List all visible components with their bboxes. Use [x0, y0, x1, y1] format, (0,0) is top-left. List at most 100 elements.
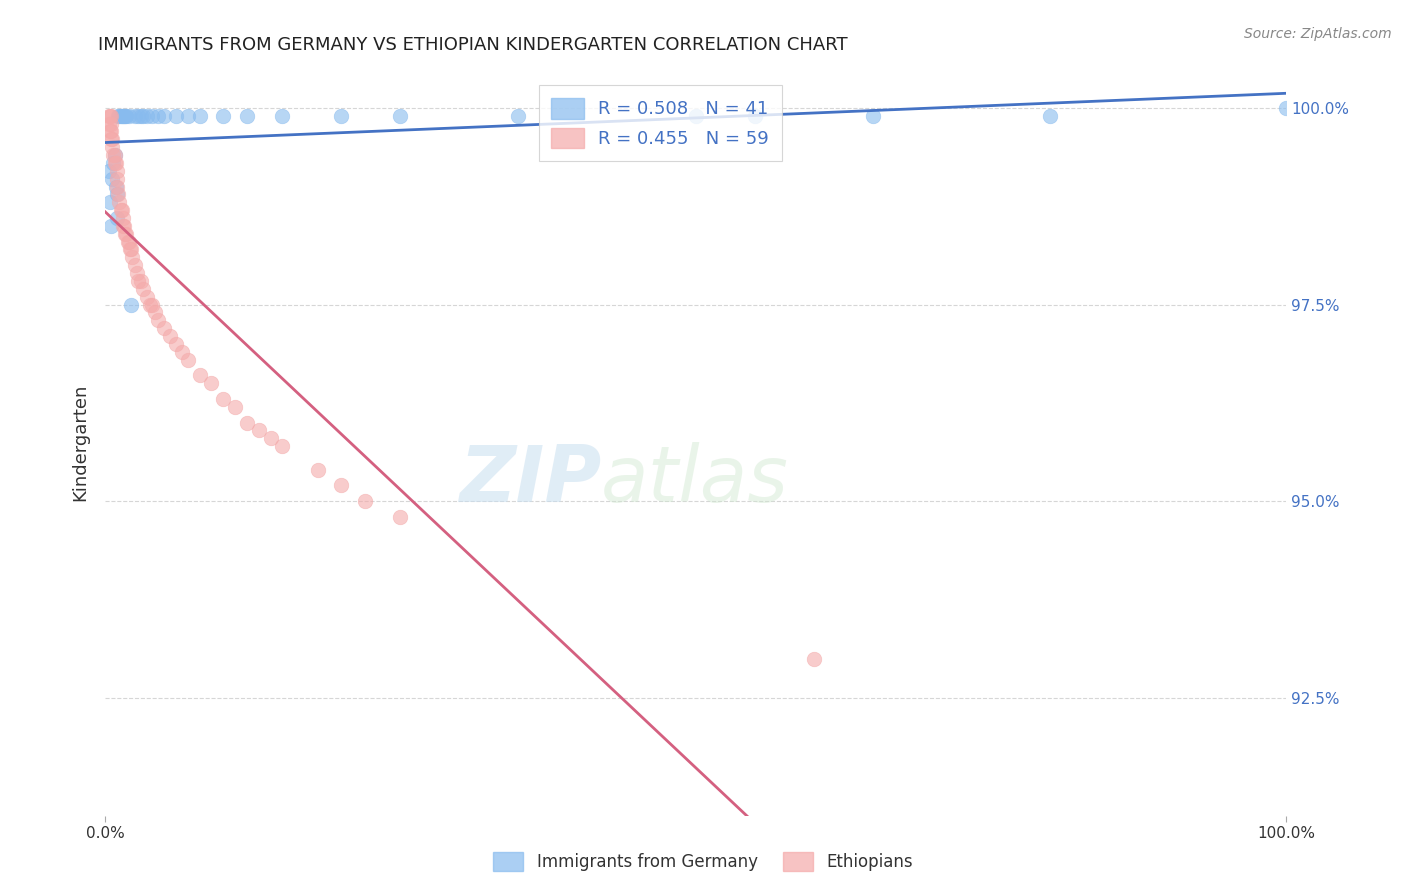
Point [104, 148, 127, 162]
Point [105, 179, 128, 194]
Point [148, 109, 170, 123]
Point [111, 109, 134, 123]
Point [100, 117, 122, 131]
Point [188, 368, 211, 383]
Point [105, 171, 128, 186]
Point [132, 109, 155, 123]
Legend: Immigrants from Germany, Ethiopians: Immigrants from Germany, Ethiopians [485, 843, 921, 880]
Point [148, 313, 170, 327]
Point [117, 235, 139, 249]
Point [101, 132, 124, 146]
Point [111, 219, 134, 233]
Point [354, 494, 377, 508]
Point [115, 109, 138, 123]
Point [108, 195, 131, 210]
Point [139, 297, 162, 311]
Point [212, 392, 235, 406]
Point [124, 258, 146, 272]
Point [271, 109, 294, 123]
Point [100, 124, 122, 138]
Point [111, 203, 134, 218]
Point [135, 109, 157, 123]
Point [141, 109, 163, 123]
Point [247, 424, 270, 438]
Text: atlas: atlas [602, 442, 789, 517]
Text: IMMIGRANTS FROM GERMANY VS ETHIOPIAN KINDERGARTEN CORRELATION CHART: IMMIGRANTS FROM GERMANY VS ETHIOPIAN KIN… [98, 36, 848, 54]
Point [104, 156, 127, 170]
Point [120, 297, 142, 311]
Point [177, 109, 200, 123]
Point [104, 148, 127, 162]
Point [165, 109, 187, 123]
Point [111, 109, 134, 123]
Point [236, 416, 259, 430]
Point [118, 235, 141, 249]
Point [118, 243, 141, 257]
Point [1039, 109, 1062, 123]
Point [127, 109, 149, 123]
Point [107, 109, 129, 123]
Point [105, 163, 128, 178]
Point [803, 651, 825, 665]
Point [103, 148, 125, 162]
Point [236, 109, 259, 123]
Point [98, 195, 121, 210]
Point [105, 211, 128, 225]
Point [330, 109, 353, 123]
Point [127, 274, 149, 288]
Text: Source: ZipAtlas.com: Source: ZipAtlas.com [1244, 27, 1392, 41]
Point [188, 109, 211, 123]
Point [508, 109, 530, 123]
Point [141, 297, 163, 311]
Point [107, 187, 129, 202]
Point [224, 400, 246, 414]
Point [118, 109, 141, 123]
Point [212, 109, 235, 123]
Point [98, 124, 121, 138]
Point [101, 140, 124, 154]
Point [100, 219, 122, 233]
Point [97, 109, 120, 123]
Point [98, 109, 121, 123]
Point [177, 352, 200, 367]
Point [114, 109, 136, 123]
Point [143, 305, 166, 319]
Point [115, 227, 138, 241]
Point [121, 250, 143, 264]
Point [124, 109, 146, 123]
Point [100, 109, 122, 123]
Point [153, 109, 176, 123]
Point [389, 510, 412, 524]
Point [1275, 101, 1298, 115]
Point [114, 227, 136, 241]
Y-axis label: Kindergarten: Kindergarten [72, 384, 89, 501]
Point [105, 187, 128, 202]
Point [103, 156, 125, 170]
Point [108, 109, 131, 123]
Point [111, 211, 134, 225]
Point [110, 203, 132, 218]
Point [100, 132, 122, 146]
Point [97, 163, 120, 178]
Point [330, 478, 353, 492]
Point [389, 109, 412, 123]
Point [104, 156, 127, 170]
Point [104, 179, 127, 194]
Point [200, 376, 222, 391]
Point [271, 439, 294, 453]
Point [129, 274, 152, 288]
Point [132, 282, 155, 296]
Point [259, 431, 281, 445]
Point [165, 337, 187, 351]
Point [120, 243, 142, 257]
Point [685, 109, 707, 123]
Point [744, 109, 766, 123]
Point [112, 109, 135, 123]
Point [101, 171, 124, 186]
Point [97, 117, 120, 131]
Text: ZIP: ZIP [458, 442, 602, 517]
Point [129, 109, 152, 123]
Point [127, 266, 149, 280]
Point [135, 290, 157, 304]
Point [170, 344, 193, 359]
